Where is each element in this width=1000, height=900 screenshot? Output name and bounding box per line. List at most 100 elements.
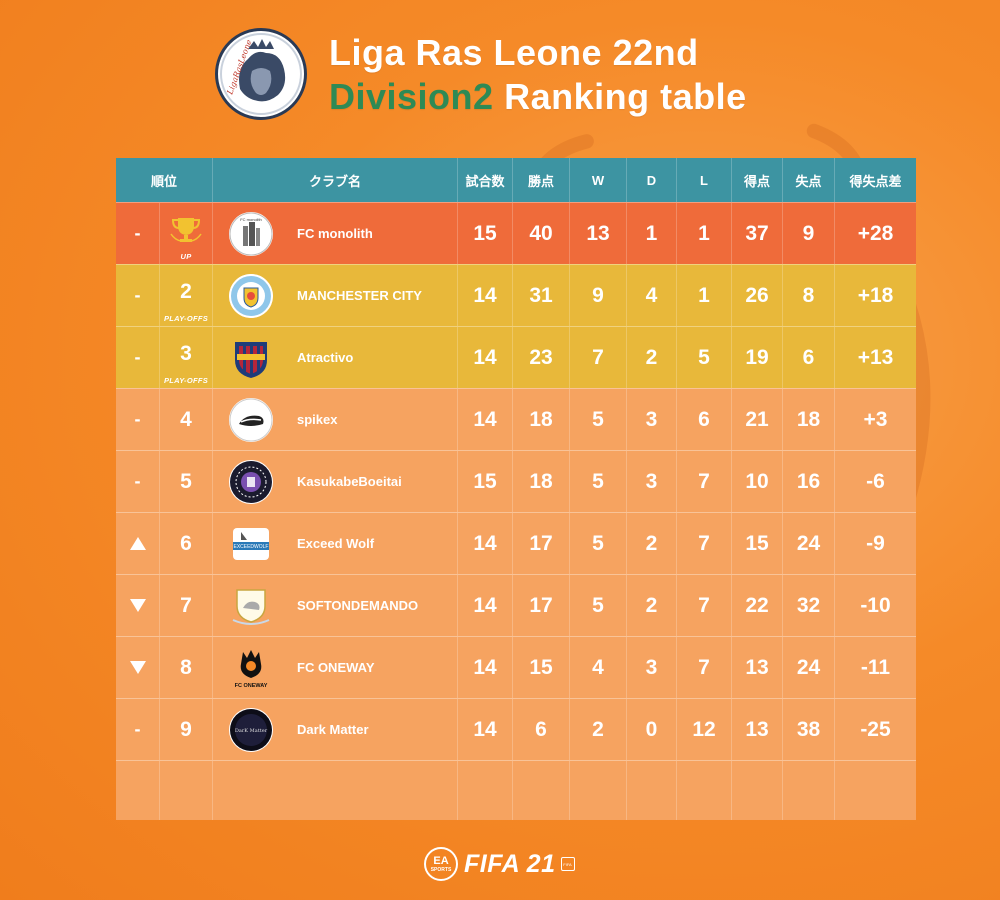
move-indicator <box>116 513 160 574</box>
losses-cell: 7 <box>677 637 732 698</box>
table-row: - 9 DarK Matter Dark Matter 14 6 2 0 12 … <box>116 698 916 760</box>
svg-text:DarK Matter: DarK Matter <box>235 728 268 734</box>
col-header-wins: W <box>570 158 627 202</box>
move-indicator: - <box>116 389 160 450</box>
page-subtitle: Division2 Ranking table <box>329 76 747 118</box>
club-name: MANCHESTER CITY <box>297 288 422 303</box>
played-cell: 14 <box>458 637 513 698</box>
table-row: - 2 PLAY-OFFS MANCHESTER CITY 14 31 9 4 … <box>116 264 916 326</box>
losses-cell: 7 <box>677 451 732 512</box>
wins-cell: 13 <box>570 203 627 264</box>
goals-against-cell: 6 <box>783 327 835 388</box>
wins-cell: 5 <box>570 513 627 574</box>
played-cell: 14 <box>458 265 513 326</box>
draws-cell: 3 <box>627 451 677 512</box>
page-title: Liga Ras Leone 22nd <box>329 32 699 73</box>
col-header-rank: 順位 <box>116 158 213 202</box>
draws-cell: 2 <box>627 513 677 574</box>
club-logo-spikex <box>229 397 273 442</box>
points-cell: 18 <box>513 389 570 450</box>
arrow-down-icon <box>129 599 146 612</box>
ea-sports-logo: EA SPORTS <box>424 847 458 881</box>
draws-cell: 1 <box>627 203 677 264</box>
club-name: Atractivo <box>297 350 354 365</box>
goals-for-cell: 13 <box>732 637 783 698</box>
rank-cell: 6 <box>160 513 213 574</box>
played-cell: 14 <box>458 389 513 450</box>
club-logo-dark-matter: DarK Matter <box>229 707 273 752</box>
club-name: FC monolith <box>297 226 373 241</box>
svg-text:FC ONEWAY: FC ONEWAY <box>235 683 268 689</box>
points-cell: 15 <box>513 637 570 698</box>
wins-cell: 5 <box>570 389 627 450</box>
table-row: - UP FC monolith FC monolith <box>116 202 916 264</box>
division-label: Division2 <box>329 76 494 117</box>
rank-cell: UP <box>160 203 213 264</box>
goals-against-cell: 38 <box>783 699 835 760</box>
club-name: SOFTONDEMANDO <box>297 598 419 613</box>
club-name: FC ONEWAY <box>297 660 375 675</box>
page-header: LigaRasLeone Liga Ras Leone 22nd Divisio… <box>215 28 855 138</box>
wins-cell: 4 <box>570 637 627 698</box>
move-indicator: - <box>116 327 160 388</box>
rank-cell: 3 PLAY-OFFS <box>160 327 213 388</box>
club-cell: KasukabeBoeitai <box>213 451 458 512</box>
points-cell: 23 <box>513 327 570 388</box>
club-logo-manchester-city <box>229 273 273 318</box>
svg-text:FC monolith: FC monolith <box>240 217 262 222</box>
goals-for-cell: 15 <box>732 513 783 574</box>
goals-for-cell: 26 <box>732 265 783 326</box>
col-header-points: 勝点 <box>513 158 570 202</box>
club-cell: FC monolith FC monolith <box>213 203 458 264</box>
club-cell: FC ONEWAY FC ONEWAY <box>213 637 458 698</box>
club-logo-atractivo <box>229 336 273 380</box>
losses-cell: 1 <box>677 203 732 264</box>
goals-for-cell: 21 <box>732 389 783 450</box>
table-header-row: 順位 クラブ名 試合数 勝点 W D L 得点 失点 得失点差 <box>116 158 916 202</box>
club-cell: SOFTONDEMANDO <box>213 575 458 636</box>
goal-difference-cell: -6 <box>866 469 885 493</box>
col-header-goals-against: 失点 <box>783 158 835 202</box>
fifa21-logo: FIFA 21 <box>464 849 556 878</box>
losses-cell: 5 <box>677 327 732 388</box>
losses-cell: 12 <box>677 699 732 760</box>
club-cell: EXCEEDWOLF Exceed Wolf <box>213 513 458 574</box>
wins-cell: 9 <box>570 265 627 326</box>
goals-against-cell: 9 <box>783 203 835 264</box>
move-indicator <box>116 575 160 636</box>
losses-cell: 1 <box>677 265 732 326</box>
club-cell: Atractivo <box>213 327 458 388</box>
col-header-goals-for: 得点 <box>732 158 783 202</box>
subtitle-rest: Ranking table <box>493 76 747 117</box>
league-logo: LigaRasLeone <box>215 28 307 120</box>
table-row: 6 EXCEEDWOLF Exceed Wolf 14 17 5 2 7 15 … <box>116 512 916 574</box>
svg-text:EXCEEDWOLF: EXCEEDWOLF <box>233 544 268 550</box>
col-header-club: クラブ名 <box>213 158 458 202</box>
club-logo-monolith: FC monolith <box>229 211 273 256</box>
club-name: Exceed Wolf <box>297 536 375 551</box>
col-header-draws: D <box>627 158 677 202</box>
move-indicator: - <box>116 451 160 512</box>
played-cell: 14 <box>458 575 513 636</box>
move-indicator <box>116 637 160 698</box>
goal-difference-cell: +13 <box>857 345 894 369</box>
losses-cell: 7 <box>677 513 732 574</box>
arrow-down-icon <box>129 661 146 674</box>
goal-difference-cell: -10 <box>860 593 891 617</box>
played-cell: 14 <box>458 699 513 760</box>
goals-for-cell: 37 <box>732 203 783 264</box>
goals-for-cell: 13 <box>732 699 783 760</box>
club-cell: MANCHESTER CITY <box>213 265 458 326</box>
goals-against-cell: 8 <box>783 265 835 326</box>
table-row: 8 FC ONEWAY FC ONEWAY 14 15 4 3 7 13 24 … <box>116 636 916 698</box>
rank-label: PLAY-OFFS <box>163 314 209 323</box>
rank-cell: 4 <box>160 389 213 450</box>
wins-cell: 5 <box>570 575 627 636</box>
wins-cell: 5 <box>570 451 627 512</box>
club-logo-softondemando <box>229 584 273 628</box>
points-cell: 40 <box>513 203 570 264</box>
rank-label: UP <box>180 252 192 261</box>
played-cell: 15 <box>458 203 513 264</box>
goals-against-cell: 24 <box>783 637 835 698</box>
draws-cell: 3 <box>627 389 677 450</box>
